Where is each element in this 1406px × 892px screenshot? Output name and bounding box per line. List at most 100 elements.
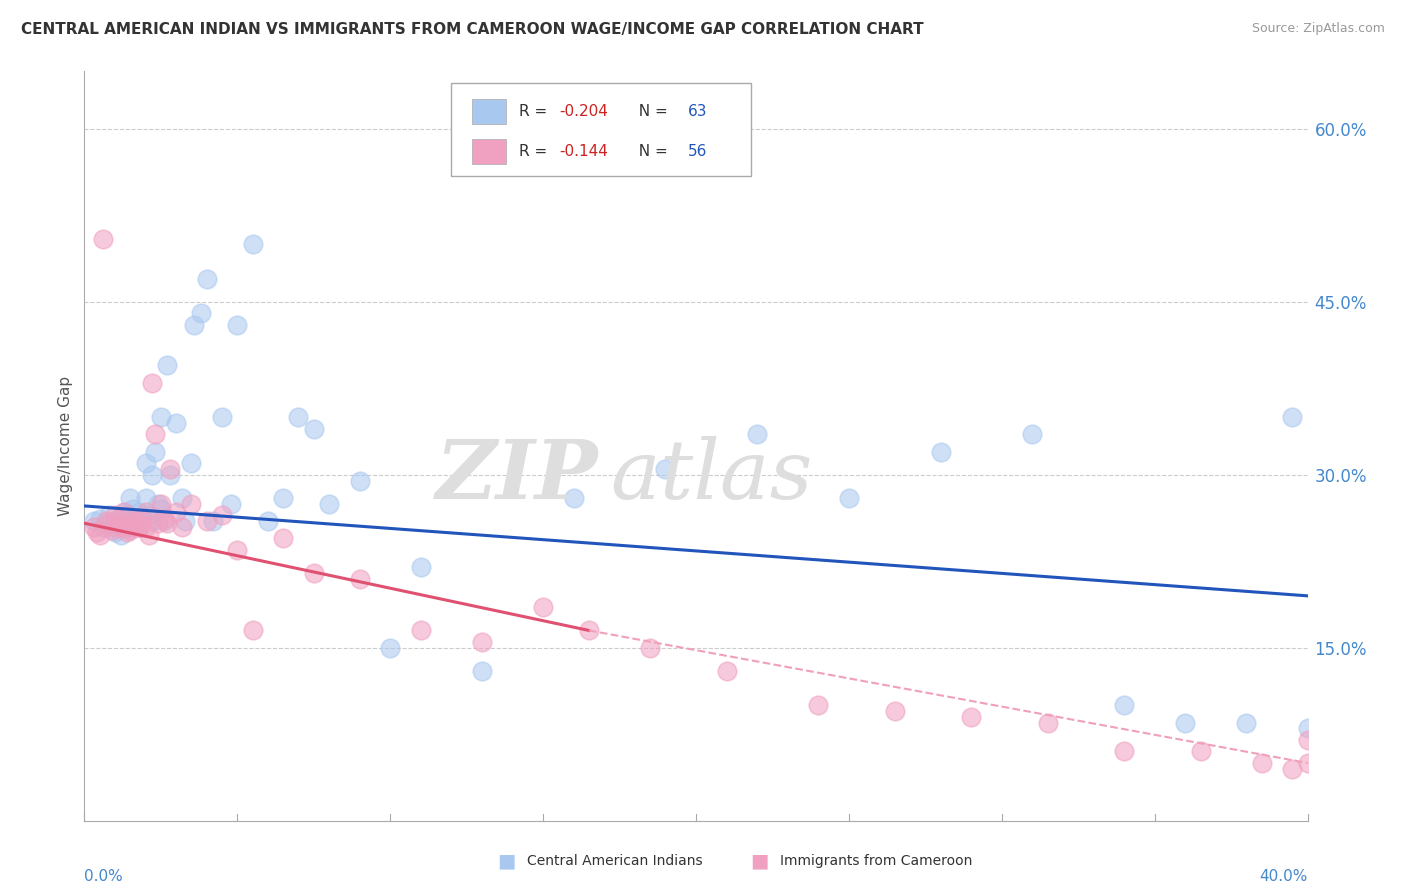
Point [1174,715,1197,730]
Point [135,505,157,519]
Point [143,444,166,458]
Point [271,531,294,545]
Point [929,444,952,458]
Text: R =: R = [519,104,551,119]
Point [1036,715,1059,730]
Point [110,519,132,533]
Point [135,519,157,533]
Point [128,519,150,533]
Point [807,698,830,713]
Point [242,237,264,252]
Point [104,508,127,523]
Point [112,505,135,519]
Text: N =: N = [628,104,672,119]
Point [125,514,148,528]
Point [165,505,187,519]
Point [112,505,135,519]
Point [190,306,212,320]
Point [97,508,120,523]
Point [1281,762,1303,776]
Point [125,514,148,528]
Point [471,635,494,649]
Point [141,514,163,528]
Point [128,519,150,533]
Point [94,514,117,528]
Point [146,497,169,511]
Point [115,525,138,540]
Point [110,528,132,542]
Text: N =: N = [628,144,672,159]
Point [120,519,142,533]
Point [107,511,129,525]
Point [104,514,127,528]
Point [110,519,132,533]
Text: -0.204: -0.204 [560,104,607,119]
Point [149,502,172,516]
Point [716,664,738,678]
Point [195,514,218,528]
Point [195,272,218,286]
Point [115,514,138,528]
Point [180,497,202,511]
Point [409,624,432,638]
Point [1114,744,1136,758]
Point [104,525,127,540]
Point [135,456,157,470]
Point [153,511,176,525]
Point [138,528,160,542]
Point [97,516,120,531]
Point [131,511,153,525]
Text: R =: R = [519,144,551,159]
Point [271,491,294,505]
Text: ■: ■ [496,851,516,871]
Point [654,462,676,476]
Point [146,516,169,531]
Text: CENTRAL AMERICAN INDIAN VS IMMIGRANTS FROM CAMEROON WAGE/INCOME GAP CORRELATION : CENTRAL AMERICAN INDIAN VS IMMIGRANTS FR… [21,22,924,37]
FancyBboxPatch shape [472,139,506,163]
Point [226,542,249,557]
Point [1296,756,1319,770]
Text: -0.144: -0.144 [560,144,607,159]
Point [349,572,371,586]
Point [174,514,197,528]
Point [960,710,983,724]
Point [159,462,181,476]
Point [302,566,325,580]
Point [1021,427,1043,442]
Point [471,664,494,678]
Point [135,491,157,505]
Point [89,528,111,542]
Point [122,519,145,533]
Point [89,511,111,525]
Point [1281,410,1303,425]
Point [149,410,172,425]
Point [97,516,120,531]
Y-axis label: Wage/Income Gap: Wage/Income Gap [58,376,73,516]
Point [101,523,124,537]
Text: Immigrants from Cameroon: Immigrants from Cameroon [780,854,973,868]
Point [1296,722,1319,736]
Point [380,640,402,655]
Point [531,600,554,615]
Point [83,514,105,528]
Point [226,318,249,332]
Point [1296,733,1319,747]
Point [1189,744,1212,758]
Text: atlas: atlas [610,436,813,516]
Point [409,560,432,574]
Point [287,410,309,425]
Point [349,474,371,488]
Point [138,508,160,523]
Point [141,376,163,390]
Point [128,505,150,519]
Point [120,491,142,505]
Point [578,624,600,638]
Point [159,467,181,482]
Point [172,519,194,533]
Point [219,497,242,511]
Point [141,467,163,482]
Point [747,427,769,442]
Point [183,318,205,332]
Text: 40.0%: 40.0% [1260,869,1308,884]
Point [156,516,179,531]
